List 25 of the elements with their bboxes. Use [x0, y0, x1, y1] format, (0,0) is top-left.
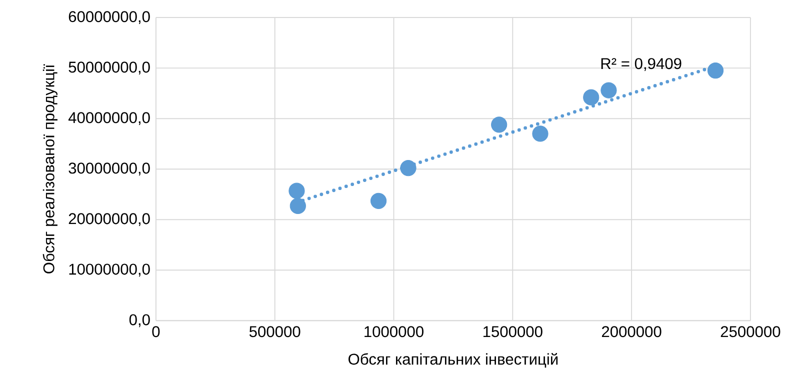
x-tick-label: 2000000: [602, 326, 662, 338]
x-tick-label: 0: [152, 326, 160, 338]
y-tick-label: 30000000,0: [68, 162, 150, 176]
annotation: R² = 0,9409: [601, 58, 682, 72]
y-tick-label: 0,0: [129, 314, 150, 328]
point: [583, 89, 600, 106]
point: [532, 126, 548, 142]
y-tick-label: 40000000,0: [68, 112, 150, 126]
point: [290, 198, 306, 214]
y-tick-label: 60000000,0: [68, 11, 150, 24]
x-axis-title: Обсяг капітальних інвестицій: [348, 353, 558, 368]
x-tick-label: 1000000: [364, 326, 424, 338]
point: [400, 160, 416, 176]
y-tick-label: 20000000,0: [68, 213, 150, 226]
point: [707, 62, 724, 79]
x-tick-label: 500000: [249, 326, 300, 338]
x-tick-label: 2500000: [720, 326, 780, 338]
y-tick-label: 50000000,0: [68, 62, 150, 75]
x-tick-label: 1500000: [483, 326, 542, 338]
point: [288, 182, 305, 199]
y-tick-label: 10000000,0: [69, 264, 150, 277]
point: [600, 82, 617, 98]
y-axis-title: Обсяг реалізованої продукції: [42, 64, 58, 274]
point: [491, 116, 508, 133]
point: [370, 192, 387, 210]
